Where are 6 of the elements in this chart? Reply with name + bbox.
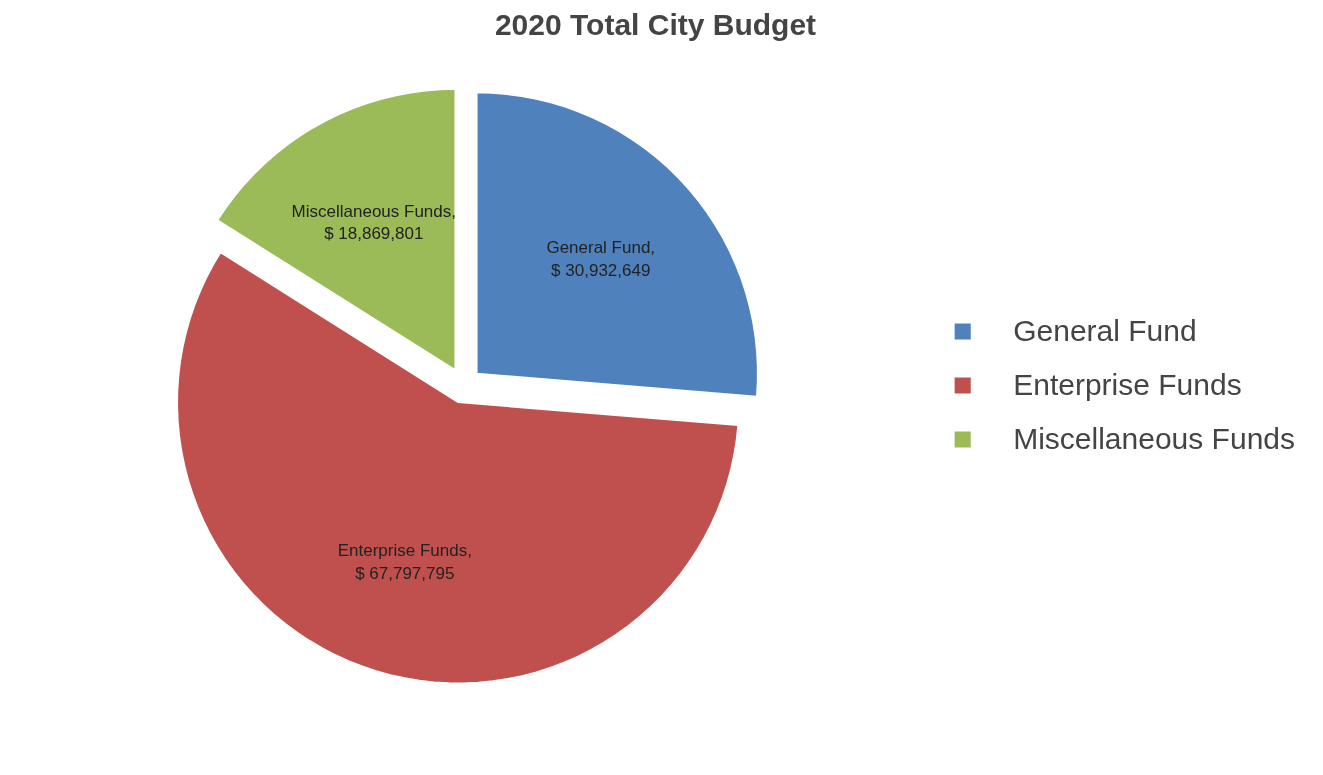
data-label: Enterprise Funds, $ 67,797,795: [337, 541, 472, 584]
legend-label: General Fund: [1013, 314, 1197, 348]
legend-label: Enterprise Funds: [1013, 368, 1242, 402]
data-label: General Fund, $ 30,932,649: [546, 238, 656, 281]
legend-label: Miscellaneous Funds: [1013, 422, 1295, 456]
chart-title: 2020 Total City Budget: [494, 7, 817, 41]
